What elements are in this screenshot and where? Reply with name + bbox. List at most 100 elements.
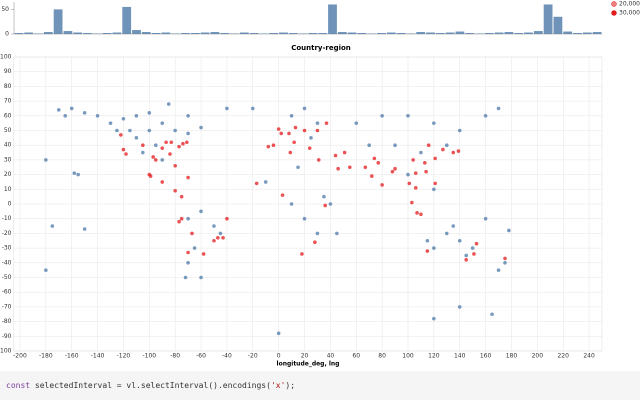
point: [179, 216, 184, 221]
point: [287, 131, 291, 136]
point: [425, 238, 430, 243]
point: [181, 141, 185, 146]
point: [192, 246, 197, 250]
point: [302, 106, 307, 111]
y-tick-label: -60: [2, 289, 12, 296]
point: [153, 158, 158, 162]
point: [483, 114, 488, 118]
point: [444, 143, 449, 147]
bar: [210, 32, 220, 34]
point: [160, 180, 165, 184]
point: [425, 249, 430, 253]
code-cell[interactable]: const selectedInterval = vl.selectInterv…: [0, 371, 640, 400]
point: [141, 143, 145, 147]
x-tick-label: 80: [378, 353, 386, 360]
bar: [102, 33, 112, 34]
x-tick-label: -140: [91, 353, 105, 360]
point: [432, 316, 436, 321]
point: [186, 114, 190, 118]
point: [134, 114, 139, 118]
legend-symbol: [611, 1, 617, 7]
bar: [514, 33, 524, 34]
point: [128, 128, 132, 133]
x-tick-label: -60: [196, 353, 206, 360]
point: [160, 158, 165, 162]
point: [315, 121, 320, 125]
point: [380, 183, 384, 187]
point: [147, 111, 152, 115]
bar: [347, 32, 357, 34]
y-tick-label: 0: [8, 201, 12, 208]
y-tick-label: -10: [2, 215, 12, 222]
y-tick-label: -80: [2, 318, 12, 325]
point: [307, 146, 312, 150]
point: [186, 175, 190, 180]
point: [490, 312, 494, 317]
point: [69, 106, 74, 111]
point: [288, 150, 293, 155]
bar: [132, 30, 141, 34]
x-tick-label: 0: [277, 353, 281, 360]
point: [82, 227, 87, 231]
bar: [24, 32, 34, 34]
point: [199, 275, 203, 280]
x-tick-label: 60: [352, 353, 360, 360]
point: [483, 216, 488, 221]
point: [309, 136, 313, 140]
point: [168, 152, 172, 156]
point: [315, 231, 320, 236]
y-tick-label: 30: [4, 156, 12, 163]
y-tick-label: -100: [0, 348, 12, 355]
bar: [239, 32, 249, 34]
x-tick-label: -160: [65, 353, 79, 360]
point: [289, 114, 294, 118]
point: [199, 209, 203, 214]
bar: [484, 33, 494, 34]
y-tick-label: -20: [2, 230, 12, 237]
point: [369, 174, 374, 178]
bar: [112, 32, 122, 34]
x-tick-label: -100: [142, 353, 156, 360]
point: [292, 140, 296, 145]
bar: [592, 32, 602, 34]
bar: [122, 6, 132, 35]
x-tick-label: 200: [532, 353, 544, 360]
point: [56, 108, 61, 112]
point: [250, 106, 255, 111]
point: [266, 144, 271, 149]
bar: [386, 32, 396, 34]
point: [296, 165, 300, 170]
bar: [83, 33, 92, 34]
point: [199, 125, 203, 130]
y-tick-label: 70: [4, 98, 12, 105]
y-tick-label: 100: [0, 54, 12, 61]
point: [451, 150, 456, 155]
point: [432, 187, 436, 192]
point: [354, 121, 359, 125]
point: [413, 186, 418, 190]
bar: [533, 31, 543, 34]
y-tick-label: 50: [1, 6, 9, 13]
code-token: selectedInterval = vl.: [34, 381, 141, 390]
point: [470, 246, 475, 250]
point: [160, 146, 165, 150]
point: [464, 253, 468, 258]
x-axis-title: longitude_deg, lng: [277, 361, 340, 368]
x-tick-label: 240: [583, 353, 595, 360]
chart: Country-region longitude_deg, lng 0 50 -10…: [0, 1, 640, 368]
x-tick-label: 220: [557, 353, 569, 360]
point: [302, 216, 307, 221]
x-tick-label: 160: [480, 353, 492, 360]
x-tick-label: 140: [454, 353, 466, 360]
bar: [63, 31, 73, 34]
point: [410, 200, 414, 205]
point: [419, 212, 423, 217]
y-tick-label: 90: [4, 68, 12, 75]
bar: [190, 33, 200, 34]
point: [464, 258, 468, 262]
point: [456, 149, 461, 153]
x-tick-label: -20: [248, 353, 258, 360]
y-tick-label: -70: [2, 303, 12, 310]
bar: [141, 32, 151, 34]
point: [186, 131, 190, 136]
